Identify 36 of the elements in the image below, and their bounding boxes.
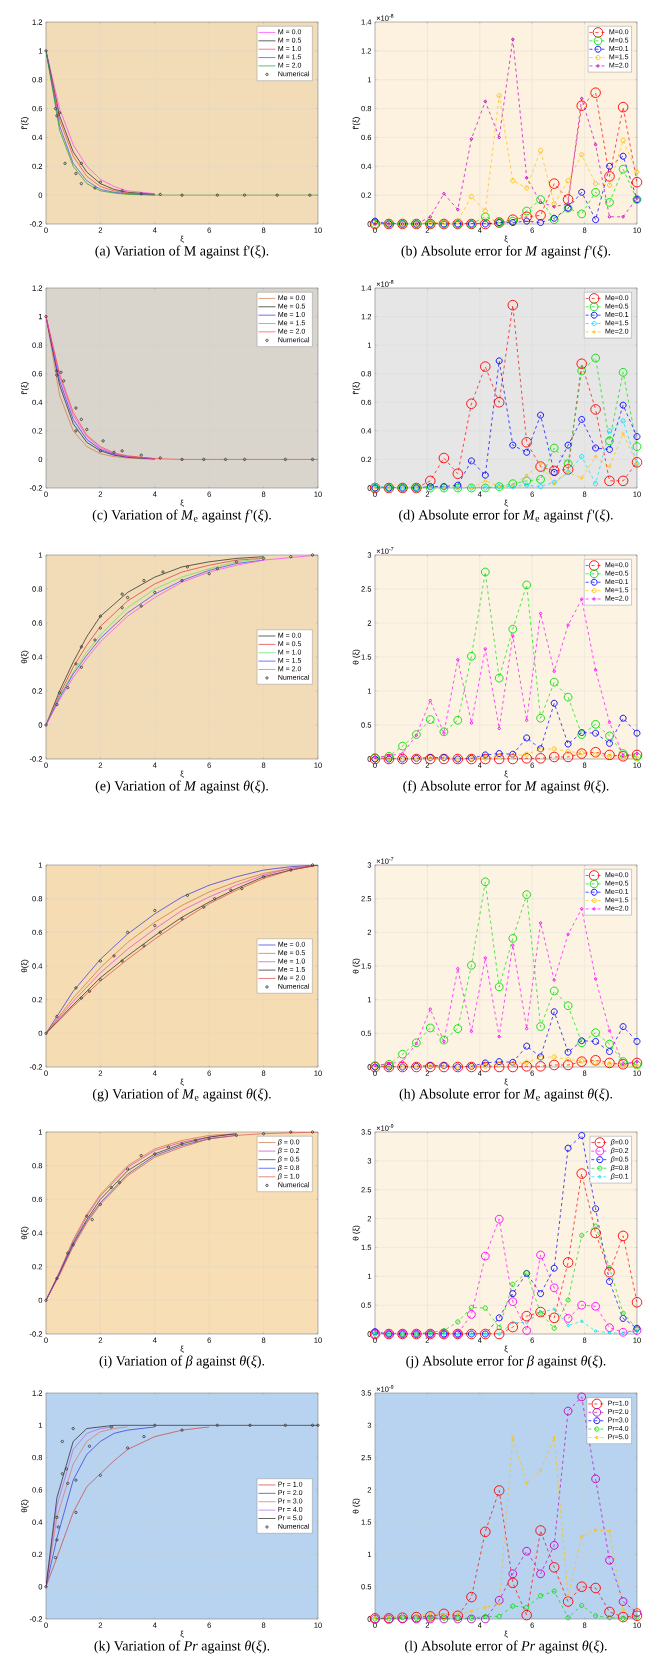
y-axis-title: θ(ξ) (21, 1226, 29, 1240)
x-axis-title: ξ (180, 770, 184, 778)
y-axis-title: f'(ξ) (352, 382, 361, 395)
y-axis-title: θ(ξ) (21, 1499, 29, 1513)
x-axis-title: ξ (180, 1630, 184, 1638)
y-axis-title: θ(ξ) (21, 959, 29, 973)
x-axis-title: ξ (504, 499, 508, 507)
x-axis-title: ξ (180, 499, 184, 507)
x-axis-title: ξ (504, 235, 508, 243)
text: (c) Variation of M$_{e}$ against f'(ξ). (92, 509, 271, 523)
x-axis-title: ξ (180, 1078, 184, 1086)
text: (k) Variation of Pr against θ(ξ). (94, 1640, 270, 1654)
text: (i) Variation of β against θ(ξ). (99, 1355, 265, 1369)
x-axis-title: ξ (504, 1345, 508, 1353)
y-axis-title: f'(ξ) (21, 117, 29, 130)
y-axis-title: θ (ξ) (352, 958, 361, 974)
x-axis-title: ξ (180, 235, 184, 243)
text: (h) Absolute error for M$_{e}$ against θ(ξ). (399, 1088, 613, 1102)
x-axis-title: ξ (504, 770, 508, 778)
text: (g) Variation of M$_{e}$ against θ(ξ). (92, 1088, 271, 1102)
text: (j) Absolute error for β against θ(ξ). (406, 1355, 606, 1369)
text: (a) Variation of M against f'(ξ). (95, 245, 269, 259)
text: (l) Absolute error of Pr against θ(ξ). (405, 1640, 607, 1654)
x-axis-title: ξ (180, 1345, 184, 1353)
y-axis-title: f'(ξ) (21, 382, 29, 395)
y-axis-title: f'(ξ) (352, 117, 361, 130)
text: (b) Absolute error for M against f'(ξ). (401, 245, 611, 259)
y-axis-title: θ (ξ) (352, 1498, 361, 1514)
y-axis-title: θ (ξ) (352, 1225, 361, 1241)
text: (f) Absolute error for M against θ(ξ). (403, 780, 609, 794)
x-axis-title: ξ (504, 1630, 508, 1638)
text: (d) Absolute error for M$_{e}$ against f'(ξ). (399, 509, 613, 523)
text: (e) Variation of M against θ(ξ). (95, 780, 268, 794)
x-axis-title: ξ (504, 1078, 508, 1086)
y-axis-title: θ (ξ) (352, 649, 361, 665)
y-axis-title: θ(ξ) (21, 650, 29, 664)
